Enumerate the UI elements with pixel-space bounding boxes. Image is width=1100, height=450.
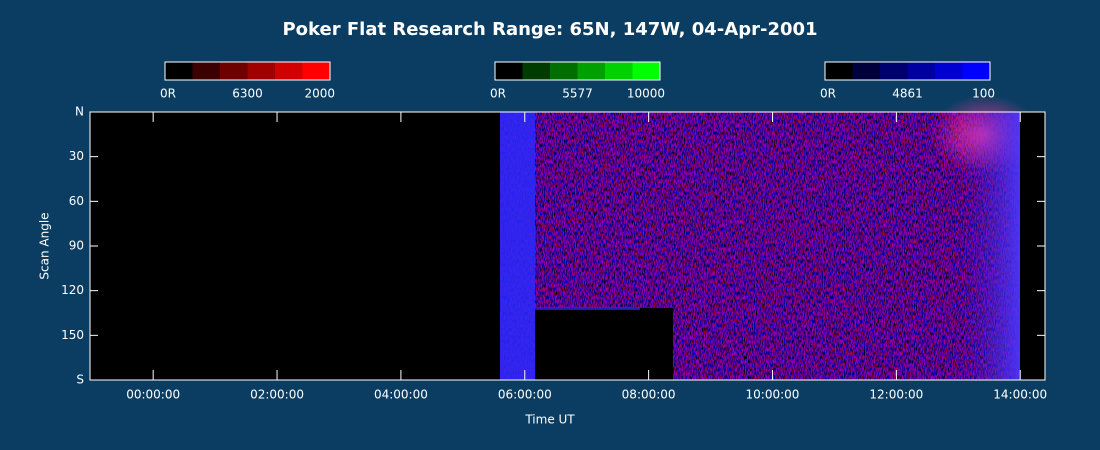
colorbar-segment: [605, 62, 633, 80]
colorbar-max-label: 10000: [627, 87, 665, 101]
colorbar-wavelength: 4861: [892, 87, 923, 101]
x-tick-label: 04:00:00: [374, 388, 428, 402]
colorbar-segment: [907, 62, 936, 80]
colorbar-segment: [632, 62, 661, 80]
colorbar-frame: [164, 61, 331, 81]
x-tick-label: 06:00:00: [498, 388, 552, 402]
colorbar-min-label: 0R: [820, 87, 836, 101]
colorbar-segment: [962, 62, 991, 80]
colorbar-segment: [275, 62, 303, 80]
x-tick-label: 10:00:00: [746, 388, 800, 402]
x-tick-label: 12:00:00: [869, 388, 923, 402]
colorbar-min-label: 0R: [160, 87, 176, 101]
colorbar-segment: [302, 62, 331, 80]
colorbar-segment: [495, 62, 523, 80]
y-axis-label: Scan Angle: [38, 212, 52, 279]
y-tick-label: 90: [69, 239, 84, 253]
colorbar-max-label: 2000: [304, 87, 335, 101]
colorbar-frame: [494, 61, 661, 81]
y-tick-label: N: [75, 105, 84, 119]
colorbar-segment: [935, 62, 963, 80]
colorbar-frame: [824, 61, 991, 81]
y-tick-label: 60: [69, 194, 84, 208]
colorbar-segment: [192, 62, 221, 80]
x-tick-label: 08:00:00: [622, 388, 676, 402]
colorbar-segment: [247, 62, 276, 80]
keogram-image: [90, 95, 1045, 380]
y-tick-label: 150: [61, 328, 84, 342]
x-tick-label: 00:00:00: [126, 388, 180, 402]
y-tick-label: S: [76, 373, 84, 387]
colorbar-max-label: 100: [972, 87, 995, 101]
chart-title: Poker Flat Research Range: 65N, 147W, 04…: [282, 19, 817, 40]
colorbar-segment: [220, 62, 248, 80]
colorbar-segment: [852, 62, 881, 80]
colorbar-segment: [522, 62, 551, 80]
colorbar-min-label: 0R: [490, 87, 506, 101]
colorbar-segment: [577, 62, 606, 80]
x-tick-label: 14:00:00: [993, 388, 1047, 402]
colorbar-wavelength: 5577: [562, 87, 593, 101]
colorbar-segment: [825, 62, 853, 80]
x-axis-label: Time UT: [524, 413, 575, 427]
y-tick-label: 120: [61, 283, 84, 297]
colorbar-segment: [550, 62, 578, 80]
x-tick-label: 02:00:00: [250, 388, 304, 402]
colorbar-segment: [165, 62, 193, 80]
colorbar-segment: [880, 62, 908, 80]
colorbar-wavelength: 6300: [232, 87, 263, 101]
y-tick-label: 30: [69, 149, 84, 163]
